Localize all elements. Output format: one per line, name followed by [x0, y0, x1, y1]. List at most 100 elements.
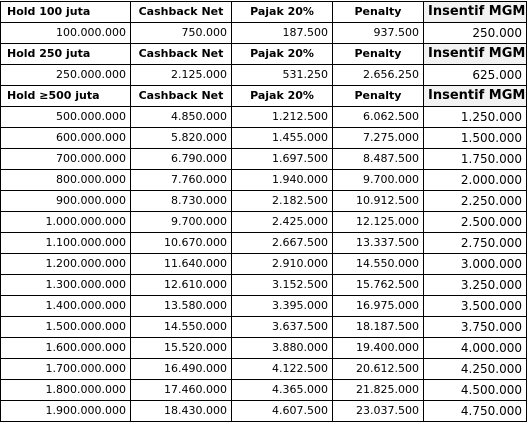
penalty-cell: 2.656.250	[332, 64, 424, 86]
cashback-net-header: Cashback Net	[130, 1, 232, 23]
insentif-mgm-cell: 3.500.000	[423, 295, 527, 317]
pajak-cell: 2.425.000	[231, 211, 333, 233]
pajak-cell: 531.250	[231, 64, 333, 86]
cashback-net-cell: 13.580.000	[130, 295, 232, 317]
tier-label-header: Hold ≥500 juta	[0, 85, 131, 107]
table-row: 100.000.000 750.000 187.500 937.500 250.000	[0, 22, 527, 44]
table-row: 900.000.000 8.730.000 2.182.500 10.912.500 2…	[0, 190, 527, 212]
cashback-net-cell: 12.610.000	[130, 274, 232, 296]
pajak-cell: 4.607.500	[231, 400, 333, 422]
table-row: 700.000.000 6.790.000 1.697.500 8.487.500 1.…	[0, 148, 527, 170]
cashback-net-cell: 16.490.000	[130, 358, 232, 380]
penalty-cell: 14.550.000	[332, 253, 424, 275]
cashback-net-cell: 10.670.000	[130, 232, 232, 254]
pajak-cell: 2.910.000	[231, 253, 333, 275]
table-row: 1.500.000.000 14.550.000 3.637.500 18.187.5…	[0, 316, 527, 338]
pajak-cell: 1.455.000	[231, 127, 333, 149]
pajak-cell: 2.667.500	[231, 232, 333, 254]
tier-label-header: Hold 100 juta	[0, 1, 131, 23]
penalty-cell: 15.762.500	[332, 274, 424, 296]
pajak-cell: 3.880.000	[231, 337, 333, 359]
insentif-mgm-cell: 2.000.000	[423, 169, 527, 191]
cashback-net-cell: 5.820.000	[130, 127, 232, 149]
table-row: 1.700.000.000 16.490.000 4.122.500 20.612.5…	[0, 358, 527, 380]
insentif-mgm-header: Insentif MGM	[423, 43, 527, 65]
penalty-cell: 10.912.500	[332, 190, 424, 212]
penalty-cell: 8.487.500	[332, 148, 424, 170]
hold-amount-cell: 1.600.000.000	[0, 337, 131, 359]
insentif-mgm-cell: 1.750.000	[423, 148, 527, 170]
pajak-header: Pajak 20%	[231, 1, 333, 23]
cashback-net-header: Cashback Net	[130, 43, 232, 65]
cashback-net-cell: 750.000	[130, 22, 232, 44]
hold-amount-cell: 1.900.000.000	[0, 400, 131, 422]
pajak-cell: 3.637.500	[231, 316, 333, 338]
insentif-mgm-cell: 2.250.000	[423, 190, 527, 212]
insentif-mgm-cell: 1.250.000	[423, 106, 527, 128]
pajak-cell: 3.152.500	[231, 274, 333, 296]
pajak-cell: 187.500	[231, 22, 333, 44]
insentif-mgm-cell: 2.750.000	[423, 232, 527, 254]
penalty-header: Penalty	[332, 85, 424, 107]
pajak-cell: 1.940.000	[231, 169, 333, 191]
penalty-cell: 18.187.500	[332, 316, 424, 338]
table-row: 500.000.000 4.850.000 1.212.500 6.062.500 1.…	[0, 106, 527, 128]
hold-amount-cell: 500.000.000	[0, 106, 131, 128]
pajak-cell: 4.122.500	[231, 358, 333, 380]
table-row: 1.400.000.000 13.580.000 3.395.000 16.975.0…	[0, 295, 527, 317]
insentif-mgm-cell: 3.750.000	[423, 316, 527, 338]
table-row: 1.300.000.000 12.610.000 3.152.500 15.762.5…	[0, 274, 527, 296]
insentif-mgm-cell: 4.750.000	[423, 400, 527, 422]
insentif-mgm-cell: 2.500.000	[423, 211, 527, 233]
penalty-header: Penalty	[332, 1, 424, 23]
hold-amount-cell: 1.300.000.000	[0, 274, 131, 296]
penalty-cell: 6.062.500	[332, 106, 424, 128]
hold-amount-cell: 900.000.000	[0, 190, 131, 212]
pajak-cell: 3.395.000	[231, 295, 333, 317]
cashback-net-cell: 15.520.000	[130, 337, 232, 359]
insentif-mgm-cell: 625.000	[423, 64, 527, 86]
pajak-cell: 4.365.000	[231, 379, 333, 401]
hold-amount-cell: 1.000.000.000	[0, 211, 131, 233]
insentif-mgm-cell: 4.500.000	[423, 379, 527, 401]
table-row: 1.200.000.000 11.640.000 2.910.000 14.550.0…	[0, 253, 527, 275]
hold-amount-cell: 700.000.000	[0, 148, 131, 170]
hold-amount-cell: 250.000.000	[0, 64, 131, 86]
insentif-mgm-header: Insentif MGM	[423, 1, 527, 23]
penalty-cell: 9.700.000	[332, 169, 424, 191]
pajak-header: Pajak 20%	[231, 43, 333, 65]
table-row: 1.000.000.000 9.700.000 2.425.000 12.125.00…	[0, 211, 527, 233]
cashback-net-cell: 8.730.000	[130, 190, 232, 212]
cashback-net-cell: 14.550.000	[130, 316, 232, 338]
cashback-net-header: Cashback Net	[130, 85, 232, 107]
insentif-mgm-cell: 1.500.000	[423, 127, 527, 149]
table-row: 1.100.000.000 10.670.000 2.667.500 13.337.5…	[0, 232, 527, 254]
insentif-mgm-cell: 3.000.000	[423, 253, 527, 275]
penalty-cell: 20.612.500	[332, 358, 424, 380]
cashback-net-cell: 11.640.000	[130, 253, 232, 275]
penalty-cell: 13.337.500	[332, 232, 424, 254]
penalty-cell: 23.037.500	[332, 400, 424, 422]
cashback-net-cell: 4.850.000	[130, 106, 232, 128]
penalty-header: Penalty	[332, 43, 424, 65]
cashback-net-cell: 9.700.000	[130, 211, 232, 233]
table-row: 600.000.000 5.820.000 1.455.000 7.275.000 1.…	[0, 127, 527, 149]
hold-amount-cell: 800.000.000	[0, 169, 131, 191]
penalty-cell: 7.275.000	[332, 127, 424, 149]
insentif-mgm-cell: 250.000	[423, 22, 527, 44]
tier-header-row: Hold 250 juta Cashback Net Pajak 20% Penalt…	[0, 43, 527, 65]
penalty-cell: 16.975.000	[332, 295, 424, 317]
table-row: 250.000.000 2.125.000 531.250 2.656.250 625.…	[0, 64, 527, 86]
hold-amount-cell: 1.100.000.000	[0, 232, 131, 254]
tier-header-row: Hold 100 juta Cashback Net Pajak 20% Penalt…	[0, 1, 527, 23]
cashback-net-cell: 6.790.000	[130, 148, 232, 170]
insentif-mgm-header: Insentif MGM	[423, 85, 527, 107]
hold-amount-cell: 100.000.000	[0, 22, 131, 44]
hold-amount-cell: 1.400.000.000	[0, 295, 131, 317]
penalty-cell: 19.400.000	[332, 337, 424, 359]
hold-amount-cell: 1.700.000.000	[0, 358, 131, 380]
cashback-net-cell: 7.760.000	[130, 169, 232, 191]
table-row: 1.800.000.000 17.460.000 4.365.000 21.825.0…	[0, 379, 527, 401]
